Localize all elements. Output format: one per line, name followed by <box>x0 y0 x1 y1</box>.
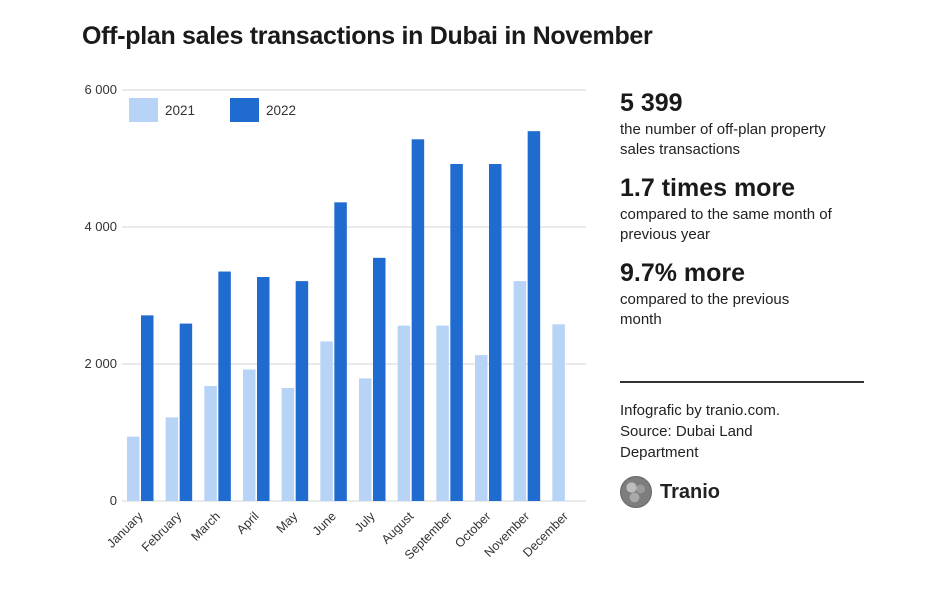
source-note: Infografic by tranio.com. Source: Dubai … <box>620 400 870 463</box>
brand-name: Tranio <box>660 480 721 503</box>
brand: Tranio <box>620 476 720 508</box>
bar-2022-march <box>218 271 231 501</box>
bar-2021-february <box>165 417 179 501</box>
bar-2021-september <box>436 325 449 501</box>
bar-2021-august <box>397 325 411 501</box>
y-tick-label: 6 000 <box>84 82 117 97</box>
legend: 2021 2022 <box>129 98 296 122</box>
stat-value: 5 399 <box>620 89 683 117</box>
y-tick-label: 2 000 <box>84 356 117 371</box>
bar-2022-april <box>257 277 270 501</box>
source-line: Department <box>620 444 699 461</box>
stat-block: 1.7 times more compared to the same mont… <box>620 173 870 245</box>
legend-label: 2022 <box>266 103 296 118</box>
stat-description: the number of off-plan property sales tr… <box>620 121 826 158</box>
stat-value: 1.7 times more <box>620 174 796 202</box>
bar-2021-may <box>281 387 295 501</box>
bar-2021-july <box>359 378 372 501</box>
bar-2021-june <box>320 341 333 501</box>
y-tick-label: 0 <box>110 493 117 508</box>
source-line: Source: Dubai Land <box>620 423 753 440</box>
chart-title: Off-plan sales transactions in Dubai in … <box>82 22 653 50</box>
grid-lines <box>122 89 586 502</box>
bar-2021-october <box>475 355 488 501</box>
bar-2022-october <box>489 163 502 502</box>
x-tick-label: June <box>310 509 339 538</box>
divider <box>620 381 864 383</box>
legend-swatch <box>129 98 158 122</box>
bar-2022-may <box>295 281 309 501</box>
bar-2021-november <box>513 281 527 501</box>
x-tick-label: February <box>139 509 185 555</box>
bar-2022-july <box>373 257 386 501</box>
stat-value: 9.7% more <box>620 259 746 287</box>
source-line: Infografic by tranio.com. <box>620 402 781 419</box>
stat-description: compared to the same month of previous y… <box>620 206 832 243</box>
bar-2021-march <box>204 385 217 501</box>
stat-block: 5 399 the number of off-plan property sa… <box>620 88 870 160</box>
y-tick-label: 4 000 <box>84 219 117 234</box>
x-tick-label: May <box>274 509 301 536</box>
tranio-logo-icon <box>620 476 652 508</box>
x-tick-label: April <box>234 509 262 537</box>
x-tick-label: August <box>379 509 417 547</box>
bar-2022-august <box>411 139 425 501</box>
bar-2022-september <box>450 163 463 502</box>
stat-description: compared to the previous month <box>620 291 790 328</box>
legend-swatch <box>230 98 259 122</box>
x-tick-label: July <box>352 509 378 535</box>
bar-2022-january <box>141 315 154 501</box>
y-axis-ticks: 0 2 000 4 000 6 000 <box>84 82 117 508</box>
bar-2021-april <box>243 369 256 501</box>
bar-2021-january <box>127 436 140 501</box>
legend-label: 2021 <box>165 103 195 118</box>
bar-2022-november <box>527 131 541 501</box>
bar-2022-february <box>179 323 193 501</box>
bar-2021-december <box>552 324 565 501</box>
bars <box>127 131 565 502</box>
x-tick-label: March <box>188 509 222 543</box>
bar-2022-june <box>334 202 347 501</box>
stats-panel: 5 399 the number of off-plan property sa… <box>620 88 870 343</box>
stat-block: 9.7% more compared to the previous month <box>620 258 870 330</box>
